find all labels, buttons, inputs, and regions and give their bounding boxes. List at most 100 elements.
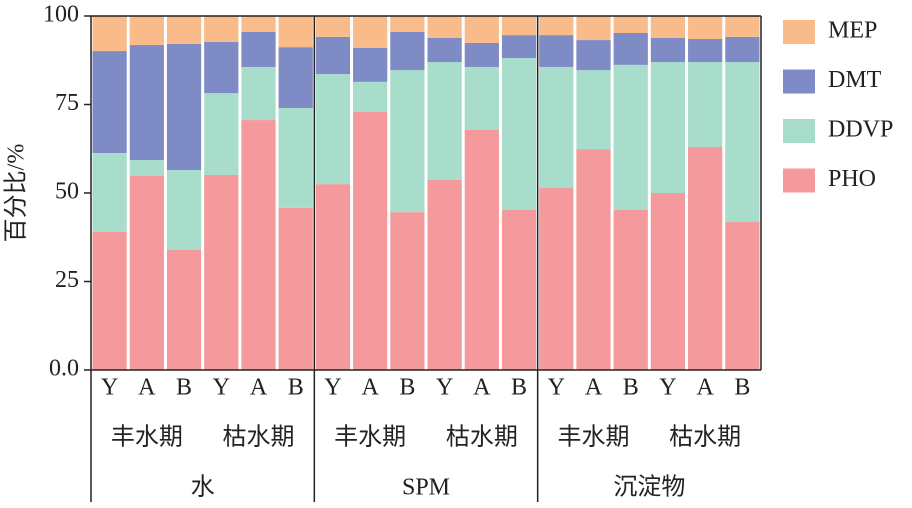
bar-segment [92,152,127,232]
bar-segment [390,31,425,71]
bar-segment [129,176,164,370]
bar-segment [464,66,499,130]
x-tick-label: A [361,375,379,401]
bar-segment [241,66,276,121]
bar-segment [501,16,537,36]
group-label: 水 [191,474,215,501]
bar-segment [576,149,611,370]
bar-segment [688,16,723,40]
bar-segment [315,74,351,185]
bar-segment [613,209,648,370]
bar-segment [129,45,164,161]
period-label: 枯水期 [446,424,518,451]
bar-segment [278,207,313,370]
bar-segment [92,51,127,153]
bar-segment [278,16,313,48]
x-tick-label: Y [324,375,341,401]
bar-segment [427,179,462,370]
bar-segment [613,64,648,210]
bar-segment [650,193,686,370]
bar-segment [688,62,723,147]
legend-swatch [783,168,815,193]
bar-segment [166,169,202,250]
bar-segment [725,222,760,370]
bar-segment [501,209,537,370]
legend-swatch [783,69,815,94]
period-label: 丰水期 [111,424,183,451]
x-tick-label: B [623,375,639,401]
x-tick-label: A [138,375,156,401]
bar-segment [390,16,425,32]
x-tick-label: B [288,375,304,401]
x-tick-label: A [585,375,603,401]
period-label: 枯水期 [223,424,295,451]
bar-segment [92,231,127,370]
x-tick-label: Y [101,375,118,401]
bar-segment [278,108,313,208]
x-tick-label: A [250,375,268,401]
bar-segment [688,146,723,370]
bar-segment [204,41,239,94]
group-label: SPM [402,475,450,501]
x-tick-label: B [399,375,415,401]
bar-segment [315,36,351,75]
x-tick-label: B [734,375,750,401]
y-tick-label: 75 [55,90,79,116]
bar-segment [427,62,462,180]
bar-segment [650,16,686,38]
group-label: 沉淀物 [613,474,685,501]
legend-swatch [783,119,815,143]
bar-segment [315,16,351,37]
bar-segment [725,16,760,37]
period-label: 枯水期 [669,424,741,451]
bar-segment [539,66,574,189]
bar-segment [390,70,425,213]
bar-segment [464,42,499,67]
legend-label: DMT [828,67,882,93]
bar-segment [688,39,723,63]
bar-segment [725,36,760,63]
y-tick-label: 50 [55,179,79,205]
bar-segment [539,188,574,370]
bar-segment [427,16,462,38]
bar-segment [650,62,686,193]
bar-segment [576,16,611,41]
x-tick-label: A [696,375,714,401]
bar-segment [204,174,239,370]
bar-segment [241,16,276,32]
period-label: 丰水期 [558,424,630,451]
y-tick-label: 0.0 [49,356,79,382]
bar-segment [166,249,202,370]
bar-segment [166,16,202,44]
bar-segment [501,58,537,210]
legend-swatch [783,20,815,44]
bar-segment [725,62,760,223]
x-tick-label: A [473,375,491,401]
x-tick-label: B [176,375,192,401]
period-label: 丰水期 [334,424,406,451]
bar-segment [353,47,388,82]
bar-segment [390,212,425,370]
x-tick-label: Y [213,375,230,401]
bar-segment [353,16,388,48]
bar-segment [204,93,239,175]
bar-segment [501,35,537,59]
bar-segment [650,37,686,63]
legend-label: MEP [828,18,877,44]
x-tick-label: B [511,375,527,401]
bar-segment [539,35,574,67]
bar-segment [129,160,164,177]
bar-segment [539,16,574,36]
bar-segment [353,81,388,112]
bar-segment [315,184,351,370]
x-tick-label: Y [436,375,453,401]
legend-label: DDVP [828,117,893,143]
bar-segment [576,40,611,71]
bar-segment [204,16,239,42]
bar-segment [576,70,611,150]
bar-segment [278,47,313,109]
y-tick-label: 25 [55,267,79,293]
bar-segment [353,111,388,371]
bar-segment [613,16,648,33]
